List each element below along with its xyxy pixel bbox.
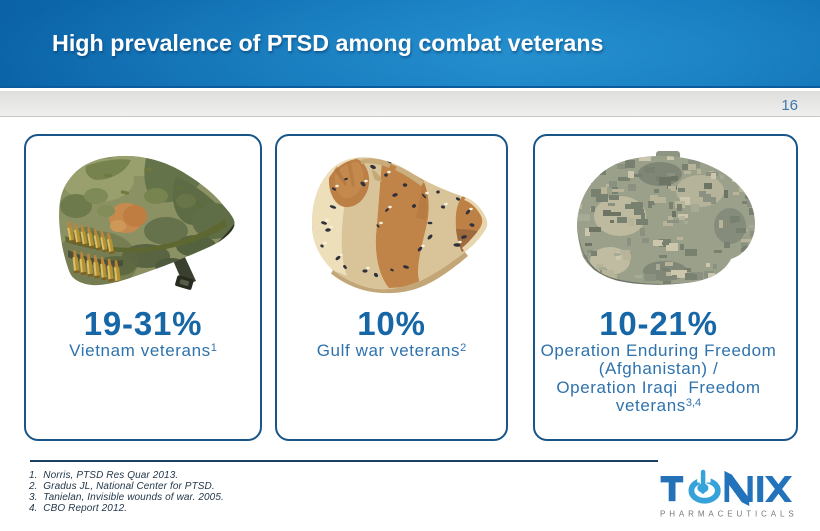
svg-text:PHARMACEUTICALS: PHARMACEUTICALS [660, 510, 798, 519]
